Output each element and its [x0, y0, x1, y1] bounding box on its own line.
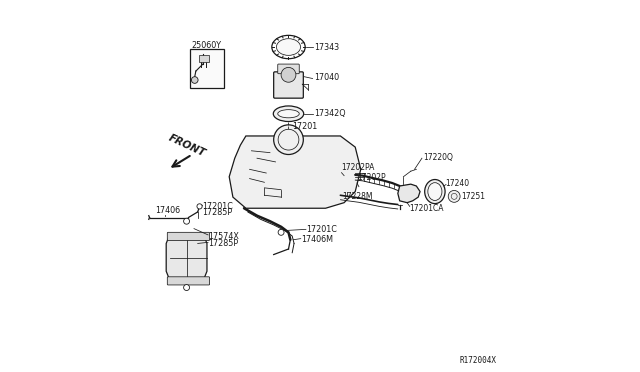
- Ellipse shape: [278, 110, 300, 118]
- Text: 17201: 17201: [292, 122, 317, 131]
- Circle shape: [278, 129, 299, 150]
- FancyBboxPatch shape: [167, 232, 209, 240]
- Text: FRONT: FRONT: [167, 133, 207, 159]
- FancyBboxPatch shape: [167, 277, 209, 285]
- Text: R172004X: R172004X: [459, 356, 496, 365]
- Text: 17228M: 17228M: [342, 192, 372, 201]
- Ellipse shape: [425, 180, 445, 203]
- Circle shape: [197, 204, 202, 209]
- Polygon shape: [229, 136, 361, 208]
- FancyBboxPatch shape: [274, 72, 303, 98]
- Circle shape: [184, 285, 189, 291]
- Text: 17406M: 17406M: [301, 235, 333, 244]
- Text: 17220Q: 17220Q: [423, 153, 453, 161]
- FancyBboxPatch shape: [199, 55, 209, 62]
- FancyBboxPatch shape: [278, 64, 300, 74]
- Ellipse shape: [276, 39, 301, 55]
- Circle shape: [278, 230, 284, 235]
- Polygon shape: [398, 184, 420, 203]
- Circle shape: [281, 67, 296, 82]
- Text: 17202P: 17202P: [357, 173, 386, 182]
- Text: 17285P: 17285P: [208, 239, 238, 248]
- Text: 17201CA: 17201CA: [410, 204, 444, 213]
- Circle shape: [191, 77, 198, 83]
- Text: 17285P: 17285P: [202, 208, 233, 217]
- Text: 17202PA: 17202PA: [342, 163, 375, 172]
- Circle shape: [184, 218, 189, 224]
- Text: 25060Y: 25060Y: [191, 41, 221, 51]
- Text: 17342Q: 17342Q: [314, 109, 346, 118]
- FancyBboxPatch shape: [189, 49, 223, 88]
- Polygon shape: [166, 234, 207, 280]
- Circle shape: [448, 190, 460, 202]
- Ellipse shape: [428, 183, 442, 201]
- Ellipse shape: [273, 106, 304, 122]
- Text: 17240: 17240: [445, 179, 469, 187]
- Text: 17574X: 17574X: [208, 231, 239, 241]
- Circle shape: [274, 125, 303, 154]
- Text: 17201C: 17201C: [202, 202, 234, 211]
- Text: 17040: 17040: [314, 73, 340, 82]
- Text: 17201C: 17201C: [306, 225, 337, 234]
- Text: 17251: 17251: [461, 192, 486, 201]
- Text: 17343: 17343: [314, 42, 340, 51]
- Text: 17406: 17406: [155, 206, 180, 215]
